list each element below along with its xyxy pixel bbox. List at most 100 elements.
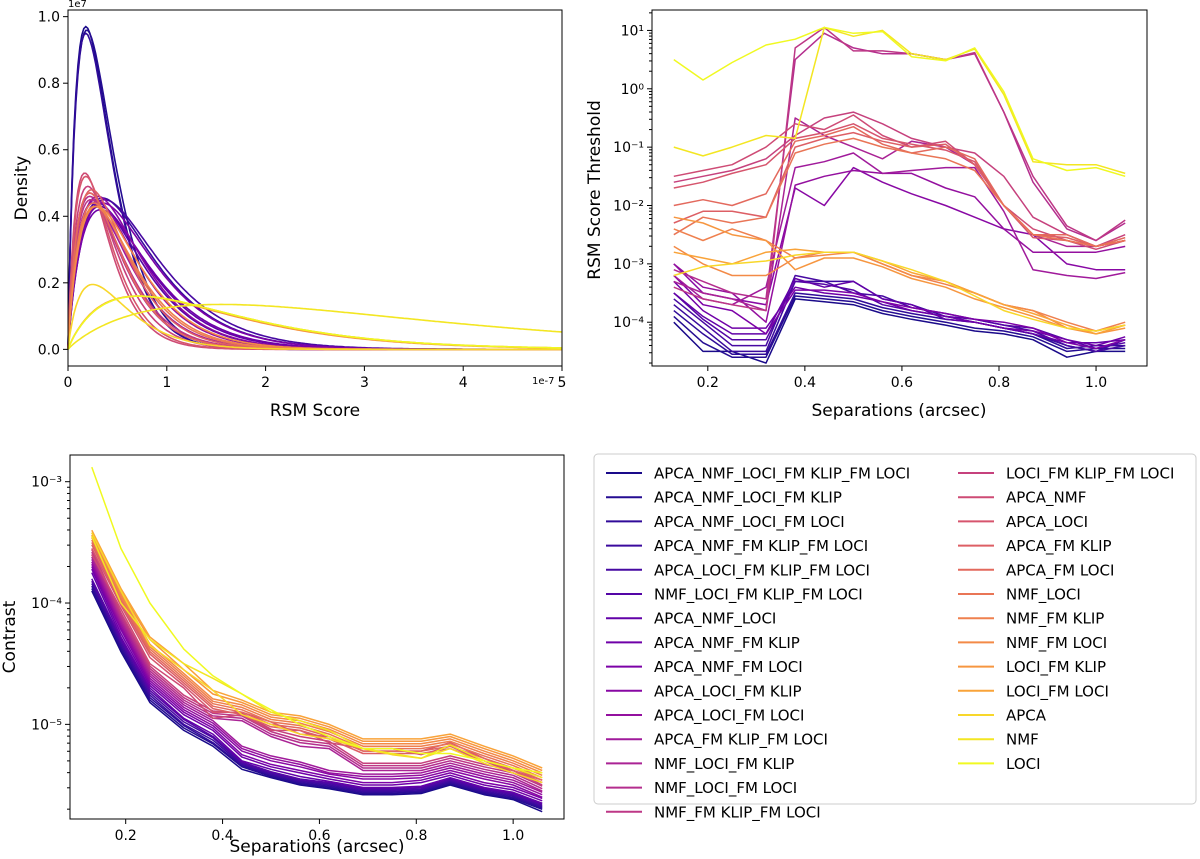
y-tick-label: 0.6 (38, 143, 60, 159)
density-panel: 0 1 2 3 4 5 0.0 0.2 0.4 0.6 0.8 1.0 1e7 1e-7 RSM Sc… (12, 0, 566, 421)
y-tick-label: 0.4 (38, 209, 60, 225)
threshold-panel: 0.2 0.4 0.6 0.8 1.0 10⁻⁴ 10⁻³ 10⁻² 10⁻¹ 10⁰ 10¹ Se… (585, 9, 1148, 421)
density-x-scale: 1e-7 (532, 376, 555, 387)
threshold-line-apca-fm-klip-fm-loci (673, 152, 1126, 306)
legend-label: LOCI (1006, 755, 1041, 773)
contrast-plot-frame (69, 454, 565, 820)
density-line-nmf-fm-klip (67, 205, 562, 351)
x-tick-label: 3 (360, 375, 369, 391)
y-tick-label: 0.8 (38, 76, 60, 92)
density-line-apca-nmf-loci-fm-klip-fm-loci (67, 25, 562, 351)
legend-label: APCA_LOCI_FM LOCI (654, 707, 804, 726)
contrast-line-nmf-fm-klip-fm-loci (91, 551, 543, 787)
legend-label: NMF (1006, 731, 1039, 749)
legend-label: LOCI_FM KLIP (1006, 658, 1106, 677)
contrast-line-apca-nmf-loci-fm-loci (91, 585, 543, 809)
contrast-line-apca-nmf-loci-fm-klip-fm-loci (91, 590, 543, 813)
threshold-line-loci-fm-loci (673, 248, 1126, 335)
contrast-line-loci-fm-klip (91, 532, 543, 772)
density-x-label: RSM Score (270, 401, 360, 421)
legend-label: APCA_NMF_LOCI_FM KLIP_FM LOCI (654, 465, 910, 484)
x-tick-label: 1.0 (1085, 375, 1107, 391)
legend-label: APCA_NMF_LOCI_FM KLIP (654, 489, 842, 508)
legend-frame (593, 453, 1197, 805)
legend-label: APCA_FM KLIP_FM LOCI (654, 731, 828, 750)
contrast-y-label: Contrast (0, 600, 20, 673)
threshold-line-apca-fm-loci (673, 125, 1126, 248)
legend-label: APCA_NMF_LOCI (654, 610, 776, 629)
threshold-line-apca-fm-klip (673, 131, 1126, 248)
y-tick-label: 10⁻³ (31, 475, 62, 491)
threshold-line-loci-fm-klip (673, 216, 1126, 335)
x-tick-label: 4 (459, 375, 468, 391)
contrast-line-apca-loci-fm-loci (91, 561, 543, 796)
legend-label: APCA_LOCI_FM KLIP (654, 682, 802, 701)
threshold-line-nmf (673, 26, 1126, 175)
contrast-line-loci-fm-loci (91, 529, 543, 769)
contrast-line-nmf-loci-fm-loci (91, 554, 543, 790)
contrast-line-nmf-loci-fm-klip (91, 556, 543, 792)
threshold-line-nmf-loci-fm-loci (673, 32, 1126, 300)
legend-label: APCA_NMF_FM LOCI (654, 658, 803, 677)
x-tick-label: 2 (261, 375, 270, 391)
threshold-line-apca-nmf-loci-fm-loci (673, 292, 1126, 356)
y-tick-label: 10¹ (621, 23, 644, 39)
contrast-line-apca-nmf-loci (91, 572, 543, 804)
contrast-line-nmf (91, 536, 543, 779)
contrast-line-nmf-fm-klip (91, 537, 543, 776)
threshold-y-label: RSM Score Threshold (585, 100, 605, 279)
threshold-line-apca (673, 251, 1126, 332)
legend-label: NMF_LOCI_FM KLIP (654, 755, 794, 774)
contrast-line-nmf-loci-fm-klip-fm-loci (91, 578, 543, 806)
threshold-lines (673, 26, 1126, 364)
density-ticks: 0 1 2 3 4 5 0.0 0.2 0.4 0.6 0.8 1.0 (38, 10, 567, 391)
x-tick-label: 1.0 (502, 828, 524, 844)
y-tick-label: 10⁰ (621, 82, 645, 98)
contrast-line-loci (91, 466, 543, 774)
contrast-line-apca-nmf-fm-loci (91, 566, 543, 800)
density-line-nmf-fm-klip-fm-loci (67, 199, 562, 351)
contrast-line-apca-loci-fm-klip-fm-loci (91, 580, 543, 807)
threshold-line-nmf-loci (673, 137, 1126, 248)
threshold-ticks: 0.2 0.4 0.6 0.8 1.0 10⁻⁴ 10⁻³ 10⁻² 10⁻¹ 10⁰ 10¹ (613, 12, 1107, 391)
legend-items: APCA_NMF_LOCI_FM KLIP_FM LOCI APCA_NMF_LO… (606, 465, 1174, 822)
contrast-line-apca-nmf-loci-fm-klip (91, 588, 543, 811)
density-y-label: Density (12, 156, 32, 221)
threshold-line-apca-nmf-loci (673, 277, 1126, 344)
y-tick-label: 10⁻³ (613, 257, 644, 273)
threshold-line-nmf-fm-klip-fm-loci (673, 26, 1126, 312)
legend-label: NMF_FM KLIP_FM LOCI (654, 803, 821, 822)
threshold-plot-frame (651, 9, 1148, 367)
x-tick-label: 0.2 (115, 828, 137, 844)
threshold-line-apca-loci-fm-klip (673, 166, 1126, 306)
legend-label: APCA_NMF_FM KLIP_FM LOCI (654, 537, 868, 556)
contrast-line-apca-loci-fm-klip (91, 563, 543, 798)
contrast-x-label: Separations (arcsec) (230, 837, 405, 857)
y-tick-label: 10⁻⁴ (31, 596, 62, 612)
x-tick-label: 5 (558, 375, 567, 391)
legend-label: NMF_LOCI (1006, 586, 1081, 605)
legend-label: APCA_LOCI (1006, 513, 1088, 532)
x-tick-label: 1 (162, 375, 171, 391)
contrast-ticks: 0.2 0.4 0.6 0.8 1.0 10⁻⁵ 10⁻⁴ 10⁻³ (31, 475, 524, 844)
legend-label: APCA_LOCI_FM KLIP_FM LOCI (654, 561, 870, 580)
density-line-apca (67, 283, 562, 351)
y-tick-label: 0.2 (38, 276, 60, 292)
contrast-line-apca-nmf-fm-klip (91, 568, 543, 802)
y-tick-label: 10⁻⁴ (613, 315, 644, 331)
x-tick-label: 0.4 (794, 375, 816, 391)
density-lines (67, 25, 563, 351)
legend-label: LOCI_FM LOCI (1006, 682, 1109, 701)
legend-label: APCA_NMF_LOCI_FM LOCI (654, 513, 845, 532)
threshold-line-loci (673, 26, 1126, 178)
x-tick-label: 0.2 (697, 375, 719, 391)
contrast-line-loci-fm-klip-fm-loci (91, 549, 543, 786)
legend-label: NMF_FM KLIP (1006, 610, 1104, 629)
x-tick-label: 0 (64, 375, 73, 391)
contrast-line-apca (91, 532, 543, 784)
legend-label: NMF_LOCI_FM KLIP_FM LOCI (654, 586, 863, 605)
contrast-lines (91, 466, 543, 813)
legend-label: APCA (1006, 707, 1047, 725)
y-tick-label: 1.0 (38, 10, 60, 26)
